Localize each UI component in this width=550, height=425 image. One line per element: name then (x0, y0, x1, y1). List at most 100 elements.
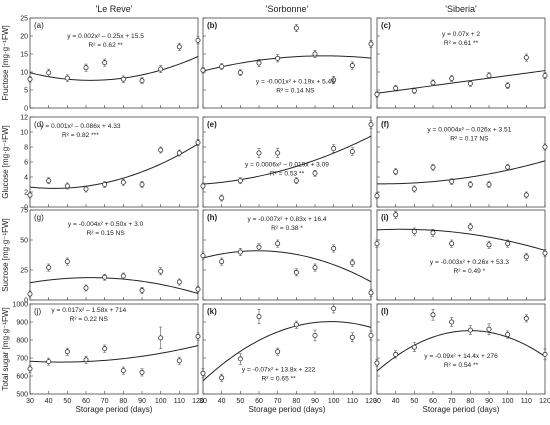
data-point (393, 212, 399, 218)
x-tick-label: 120 (539, 398, 550, 405)
data-point (83, 357, 89, 363)
y-tick-label: 700 (16, 356, 28, 363)
regression-equation: y = -0.001x² + 0.19x + 5.46 (256, 79, 335, 86)
plot-frame (376, 303, 546, 395)
data-point (158, 268, 164, 274)
y-tick-label: 10 (20, 70, 28, 77)
data-point (393, 85, 399, 91)
x-tick-label: 30 (26, 398, 34, 405)
panel-label: (d) (34, 120, 44, 129)
data-point (449, 241, 455, 247)
panel-e: (e) y = 0.0006x² – 0.019x + 3.09 R² = 0.53… (200, 116, 374, 208)
panel-label: (h) (207, 213, 218, 222)
data-point (46, 359, 52, 365)
r-squared: R² = 0.61 ** (444, 40, 479, 47)
x-tick-label: 50 (236, 398, 244, 405)
data-point (542, 351, 548, 357)
x-tick-label: 80 (292, 398, 300, 405)
panel-label: (b) (207, 21, 218, 30)
x-tick-label: 40 (392, 398, 400, 405)
panel-label: (k) (207, 307, 217, 316)
data-point (139, 369, 145, 375)
data-point (393, 351, 399, 357)
data-point (102, 274, 108, 280)
y-tick-label: 6 (24, 160, 28, 167)
fit-curve (202, 321, 372, 382)
data-point (293, 322, 299, 328)
regression-equation: y = -0.07x² + 13.8x + 222 (242, 367, 316, 374)
data-point (275, 55, 281, 61)
y-tick-label: 25 (20, 268, 28, 275)
data-point (486, 326, 492, 332)
data-point (411, 88, 417, 94)
data-point (312, 170, 318, 176)
x-tick-label: 60 (429, 398, 437, 405)
column-title-1: 'Sorbonne' (266, 4, 309, 14)
data-point (312, 51, 318, 57)
x-tick-label: 90 (485, 398, 493, 405)
data-point (374, 91, 380, 97)
data-point (331, 145, 337, 151)
x-tick-label: 100 (155, 398, 167, 405)
data-point (349, 334, 355, 340)
panel-j: 500 600 700 800 900 1000 30 40 50 60 70 80 90 100 110 1… (12, 302, 204, 406)
data-point (195, 139, 201, 145)
regression-equation: y = -0.09x² + 14.4x + 276 (424, 353, 498, 360)
data-point (467, 81, 473, 87)
regression-equation: y = 0.0006x² – 0.019x + 3.09 (245, 162, 329, 169)
regression-equation: y = -0.004x² + 0.50x + 3.0 (68, 221, 144, 228)
y-tick-label: 0 (24, 298, 28, 305)
plot-frame (29, 303, 199, 395)
data-point (449, 178, 455, 184)
data-point (368, 122, 374, 128)
data-point (430, 80, 436, 86)
plot-frame (29, 116, 199, 208)
data-point (256, 60, 262, 66)
data-point (368, 290, 374, 296)
data-point (139, 181, 145, 187)
data-point (486, 73, 492, 79)
data-point (237, 70, 243, 76)
data-point (120, 368, 126, 374)
fit-curve (29, 56, 199, 81)
data-point (176, 358, 182, 364)
data-point (331, 77, 337, 83)
data-point (64, 75, 70, 81)
regression-equation: y = 0.002x² – 0.25x + 15.5 (67, 33, 144, 40)
x-tick-label: 30 (373, 398, 381, 405)
panel-label: (l) (381, 307, 389, 316)
plot-frame (202, 209, 372, 301)
panel-label: (g) (34, 213, 44, 222)
panel-c: (c) y = 0.07x + 2 R² = 0.61 ** (374, 17, 548, 109)
data-point (120, 179, 126, 185)
x-tick-label: 70 (101, 398, 109, 405)
plot-frame (202, 116, 372, 208)
r-squared: R² = 0.49 * (454, 268, 486, 275)
x-tick-label: 50 (410, 398, 418, 405)
y-axis-label-0: Fructose [mg·g⁻¹FW] (1, 25, 10, 100)
column-title-0: 'Le Reve' (96, 4, 133, 14)
panel-l: 30 40 50 60 70 80 90 100 110 120 (l) y = -0.09x² + … (373, 303, 550, 405)
data-point (219, 259, 225, 265)
data-point (523, 192, 529, 198)
x-tick-label: 110 (174, 398, 185, 405)
data-point (27, 291, 33, 297)
plot-frame (376, 17, 546, 109)
data-point (64, 349, 70, 355)
data-point (200, 370, 206, 376)
y-tick-label: 900 (16, 320, 28, 327)
x-axis-label-0: Storage period (days) (76, 405, 153, 414)
x-axis-label-2: Storage period (days) (423, 405, 500, 414)
data-point (102, 60, 108, 66)
data-point (505, 332, 511, 338)
panel-label: (e) (207, 120, 217, 129)
plot-frame (29, 209, 199, 301)
r-squared: R² = 0.53 ** (270, 171, 305, 178)
regression-equation: y = 0.07x + 2 (442, 31, 480, 38)
y-tick-label: 10 (20, 130, 28, 137)
data-point (368, 332, 374, 338)
data-point (374, 360, 380, 366)
panel-k: 30 40 50 60 70 80 90 100 110 120 (k) y = -0.07x² + … (199, 303, 377, 405)
data-point (120, 76, 126, 82)
data-point (275, 241, 281, 247)
